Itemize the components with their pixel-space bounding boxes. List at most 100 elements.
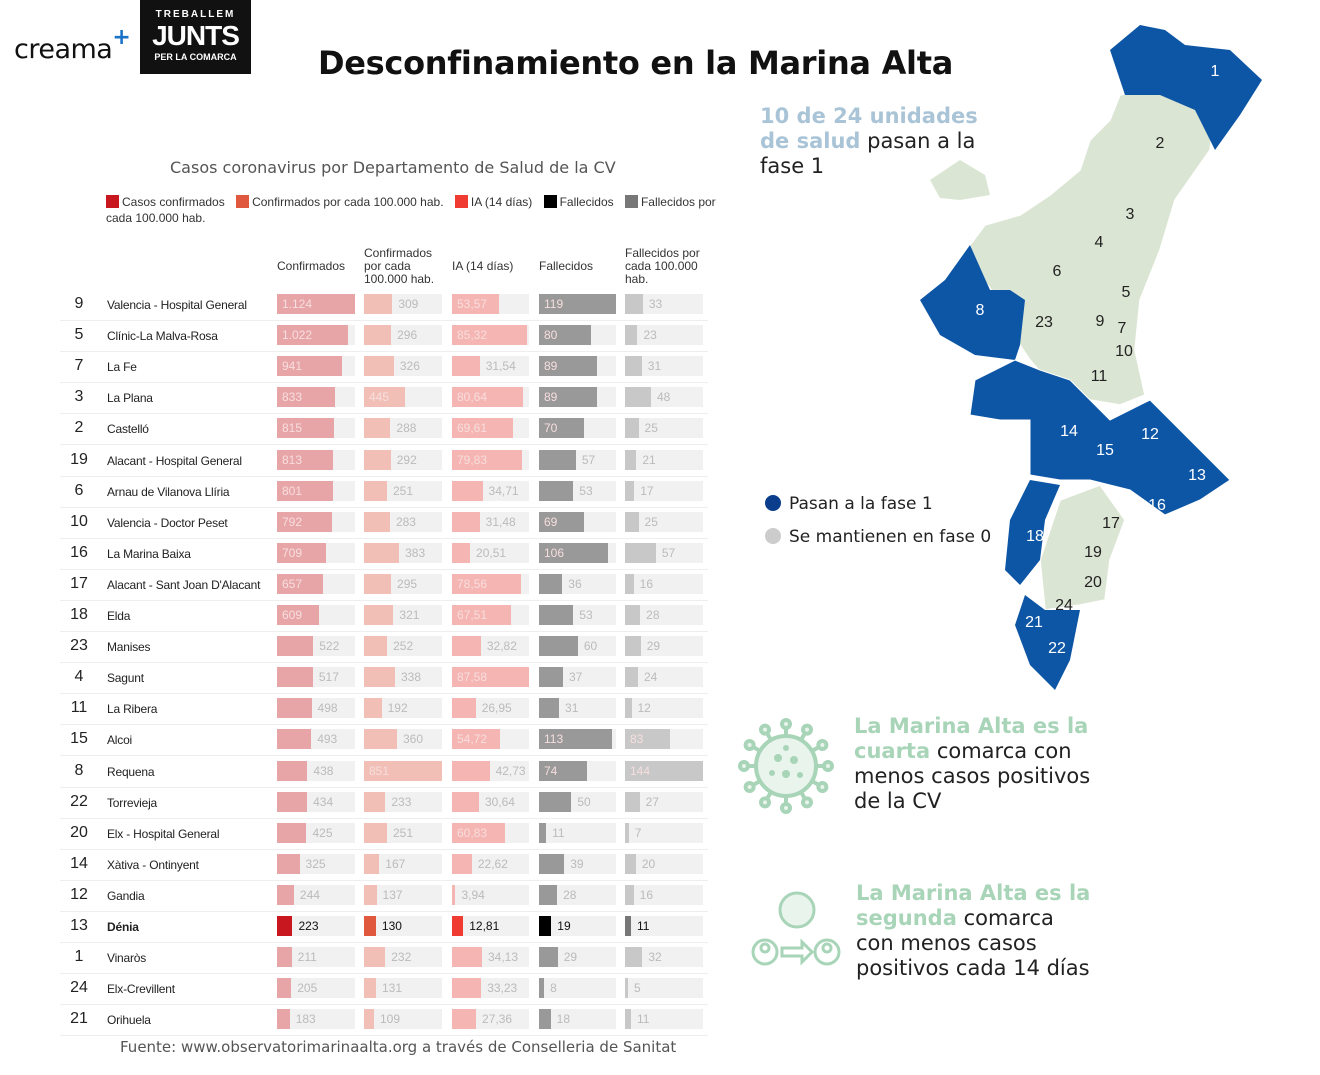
bar [452,667,529,688]
bar-cell: 85,32 [452,325,529,346]
bar-cell: 23 [625,325,703,346]
col-header-fallecidos: Fallecidos [539,259,594,273]
data-label: 295 [397,576,418,591]
table-row: 2 Castelló 815 288 69,61 70 25 [60,414,708,446]
data-label: 144 [630,763,651,778]
department-number: 11 [70,699,88,717]
bar [625,791,640,812]
bar [364,480,387,501]
bar-cell: 25 [625,511,703,532]
bar [625,294,643,314]
data-label: 233 [391,794,412,809]
department-number: 24 [70,979,88,997]
bar-cell: 360 [364,729,442,750]
bar [452,542,471,563]
data-label: 53 [579,483,593,498]
bar [364,760,442,781]
bar [539,667,563,688]
bar [277,636,314,657]
bar [277,760,308,781]
bar [452,636,481,657]
bar-cell: 78,56 [452,573,529,594]
bar-cell: 296 [364,325,442,346]
table-row: 11 La Ribera 498 192 26,95 31 12 [60,694,708,726]
data-label: 36 [568,576,582,591]
bar [539,294,616,314]
department-number: 5 [74,326,84,344]
bar-cell: 251 [364,480,442,501]
department-number: 14 [70,854,88,872]
bar-cell: 37 [539,667,616,688]
bar-cell: 192 [364,698,442,719]
data-label: 851 [369,763,390,778]
bar-cell: 25 [625,418,703,439]
map-region-label: 2 [1156,135,1165,152]
data-label: 288 [396,421,417,436]
data-label: 7 [634,825,642,840]
source-footer: Fuente: www.observatorimarinaalta.org a … [120,1038,677,1056]
table-row: 19 Alacant - Hospital General 813 292 79,83 5… [60,446,708,477]
department-number: 10 [70,512,88,530]
bar-cell: 438 [277,760,355,781]
bar [364,418,391,439]
bar [452,480,483,501]
map-region-label: 23 [1035,314,1053,331]
department-number: 6 [74,481,84,499]
bar-cell: 445 [364,387,442,408]
data-label: 12,81 [469,919,500,933]
data-label: 54,72 [457,732,488,747]
bar-cell: 31,54 [452,356,529,377]
bar [364,573,392,594]
table-row: 8 Requena 438 851 42,73 74 144 [60,757,708,788]
data-label: 53,57 [457,297,488,311]
bar-cell: 325 [277,853,355,874]
map-region-label: 3 [1126,206,1135,223]
map-region-label: 1 [1211,63,1220,80]
data-label: 42,73 [495,763,526,778]
bar-cell: 20 [625,853,703,874]
bar [452,729,501,750]
map-region-label: 22 [1048,640,1066,657]
data-label: 167 [385,856,406,871]
bar-cell: 89 [539,387,616,408]
department-number: 21 [70,1010,88,1028]
map-region-phase1-8 [920,245,1025,360]
map-region-label: 18 [1026,528,1044,545]
data-label: 941 [282,359,303,374]
data-label: 57 [661,545,676,560]
creama-plus: + [112,25,131,50]
bar [277,573,323,594]
map-region-label: 7 [1118,320,1127,337]
bar [277,449,334,470]
bar [452,884,456,905]
bar-cell: 292 [364,449,442,470]
bar-cell: 211 [277,947,355,968]
bar-cell: 89 [539,356,616,377]
legend-item: Casos confirmados [106,195,225,209]
bar-cell: 28 [539,884,616,905]
map-region-label: 10 [1115,343,1133,360]
map-region-phase1-18 [1005,480,1060,585]
data-label: 32,82 [486,639,517,654]
map-region-label: 20 [1084,574,1102,591]
fact-rest: comarca con menos casos positivos cada 1… [856,906,1090,980]
department-number: 12 [70,885,88,903]
map-legend-phase0: Se mantienen en fase 0 [765,527,991,547]
data-label: 19 [557,919,571,933]
department-number: 23 [70,637,88,655]
data-label: 20,51 [476,545,507,560]
data-label: 34,71 [488,483,519,498]
fact-1: La Marina Alta es la cuarta comarca con … [854,714,1104,814]
bar [364,698,382,719]
fact-highlight: La Marina Alta es la segunda [856,881,1091,930]
bar-cell: 87,58 [452,667,529,688]
bar-cell: 11 [625,1009,703,1030]
bar [452,853,472,874]
bar-cell: 80,64 [452,387,529,408]
table-row: 7 La Fe 941 326 31,54 89 31 [60,352,708,384]
department-number: 15 [70,730,88,748]
bar-cell: 39 [539,853,616,874]
bar-cell: 425 [277,822,355,843]
bar-cell: 338 [364,667,442,688]
data-label: 78,56 [457,576,488,591]
